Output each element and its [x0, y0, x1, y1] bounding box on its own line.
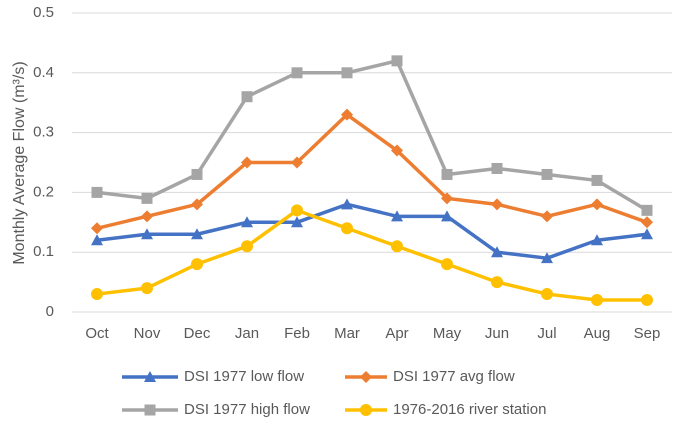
x-tick-label: Mar — [334, 325, 360, 342]
marker — [541, 288, 553, 301]
marker — [541, 168, 553, 180]
legend-label: DSI 1977 low flow — [184, 368, 304, 385]
marker — [241, 240, 253, 253]
marker — [491, 276, 503, 289]
x-tick-label: Jun — [485, 325, 509, 342]
marker — [441, 192, 453, 205]
marker — [91, 234, 103, 246]
marker — [441, 258, 453, 271]
legend-marker — [144, 371, 156, 382]
y-tick-label: 0.5 — [33, 4, 54, 21]
series-line — [96, 59, 648, 212]
series-line — [96, 112, 648, 230]
marker — [541, 210, 553, 223]
legend-label: DSI 1977 high flow — [184, 401, 310, 418]
marker — [291, 67, 303, 79]
legend-marker — [144, 404, 156, 416]
legend-label: 1976-2016 river station — [393, 401, 546, 418]
y-tick-label: 0.3 — [33, 124, 54, 141]
marker — [141, 228, 153, 240]
legend-marker — [360, 404, 372, 416]
marker — [141, 192, 153, 204]
x-tick-label: Jul — [537, 325, 556, 342]
marker — [491, 198, 503, 211]
legend-label: DSI 1977 avg flow — [393, 368, 515, 385]
marker — [341, 198, 353, 210]
y-tick-label: 0 — [46, 303, 54, 320]
marker — [191, 228, 203, 240]
marker — [441, 210, 453, 222]
marker — [591, 174, 603, 186]
x-tick-label: Jan — [235, 325, 259, 342]
marker — [541, 252, 553, 264]
marker — [241, 91, 253, 103]
marker — [341, 108, 353, 121]
marker — [491, 162, 503, 174]
series-line — [96, 202, 648, 260]
marker — [91, 288, 103, 301]
marker — [391, 210, 403, 222]
marker — [191, 258, 203, 271]
marker — [591, 234, 603, 246]
x-tick-label: Oct — [85, 325, 109, 342]
marker — [291, 204, 303, 217]
x-tick-label: Apr — [385, 325, 408, 342]
legend-marker — [360, 371, 372, 383]
y-tick-label: 0.4 — [33, 64, 54, 81]
y-tick-label: 0.2 — [33, 183, 54, 200]
marker — [191, 168, 203, 180]
series-line — [96, 208, 647, 302]
marker — [641, 204, 653, 216]
marker — [491, 246, 503, 258]
x-tick-label: Dec — [184, 325, 211, 342]
marker — [391, 240, 403, 253]
marker — [591, 294, 603, 307]
marker — [391, 144, 403, 157]
marker — [241, 156, 253, 169]
marker — [641, 294, 653, 307]
marker — [91, 222, 103, 235]
marker — [291, 216, 303, 228]
marker — [641, 216, 653, 229]
marker — [591, 198, 603, 211]
marker — [91, 186, 103, 198]
x-tick-label: Sep — [634, 325, 661, 342]
marker — [141, 282, 153, 295]
x-tick-label: Feb — [284, 325, 310, 342]
x-tick-label: Nov — [134, 325, 161, 342]
marker — [341, 67, 353, 79]
marker — [191, 198, 203, 211]
y-axis-label: Monthly Average Flow (m³/s) — [11, 61, 28, 264]
x-tick-label: May — [433, 325, 462, 342]
x-tick-label: Aug — [584, 325, 611, 342]
marker — [441, 168, 453, 180]
marker — [641, 228, 653, 240]
marker — [141, 210, 153, 223]
marker — [241, 216, 253, 228]
marker — [341, 222, 353, 235]
marker — [391, 55, 403, 67]
y-tick-label: 0.1 — [33, 243, 54, 260]
marker — [291, 156, 303, 169]
